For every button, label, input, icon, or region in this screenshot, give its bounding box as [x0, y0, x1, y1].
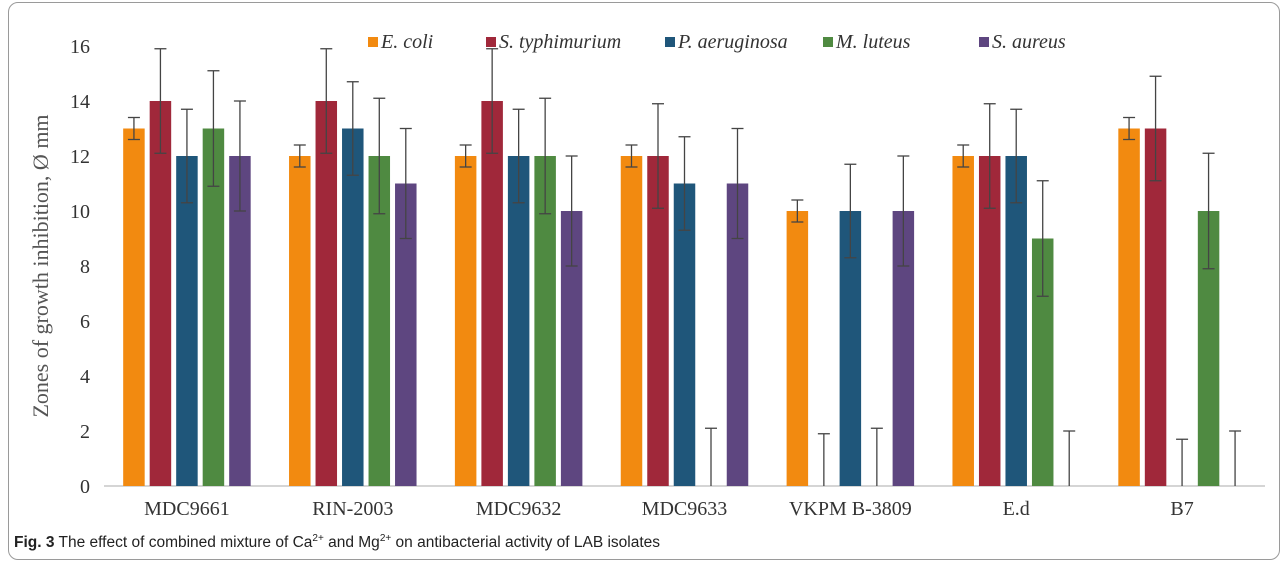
legend-label: E. coli: [380, 31, 433, 53]
bar: [123, 128, 145, 486]
bar: [481, 101, 503, 486]
bar-chart: Zones of growth inhibition, Ø mm 0 2 4 6 8 10 1…: [28, 31, 1265, 520]
bar: [176, 156, 198, 486]
x-tick-label: E.d: [1003, 498, 1030, 520]
bar: [1031, 238, 1054, 486]
caption-sup-calcium: 2+: [312, 533, 324, 544]
legend-swatch: [823, 37, 833, 47]
legend-swatch: [665, 37, 675, 47]
bar: [978, 156, 1001, 486]
x-tick-label: VKPM B-3809: [789, 498, 912, 520]
x-tick-label: MDC9661: [144, 498, 230, 520]
bar: [1005, 156, 1027, 486]
figure-frame: [8, 2, 1280, 560]
y-tick-label: 0: [80, 476, 90, 498]
bar: [507, 156, 530, 486]
bar: [786, 211, 809, 486]
y-tick-label: 2: [80, 421, 90, 443]
bar: [1118, 128, 1140, 486]
legend-label: M. luteus: [835, 31, 911, 53]
legend-swatch: [979, 37, 989, 47]
bar: [620, 156, 643, 486]
figure-caption: Fig. 3 The effect of combined mixture of…: [14, 533, 660, 552]
x-tick-label: MDC9633: [642, 498, 728, 520]
bar: [726, 183, 749, 486]
bar: [534, 156, 556, 486]
y-tick-label: 8: [80, 256, 90, 278]
bar: [647, 156, 669, 486]
y-tick-label: 6: [80, 311, 90, 333]
bar: [839, 211, 862, 486]
x-tick-label: RIN-2003: [312, 498, 393, 520]
legend-label: S. aureus: [992, 31, 1066, 53]
bar: [892, 211, 915, 486]
bar: [560, 211, 583, 486]
y-tick-label: 16: [70, 36, 90, 58]
y-tick-label: 10: [70, 201, 90, 223]
bar: [1144, 128, 1167, 486]
bar: [952, 156, 974, 486]
bar: [454, 156, 477, 486]
caption-text-after: on antibacterial activity of LAB isolate…: [391, 534, 661, 552]
caption-label: Fig. 3: [14, 534, 55, 552]
bar: [202, 128, 225, 486]
bar: [315, 101, 338, 486]
legend-swatch: [368, 37, 378, 47]
caption-text-before: The effect of combined mixture of Ca: [58, 534, 313, 552]
bar: [342, 128, 364, 486]
bar: [289, 156, 311, 486]
y-tick-label: 14: [70, 91, 90, 113]
y-tick-label: 12: [70, 146, 90, 168]
bar: [395, 183, 417, 486]
bar: [149, 101, 172, 486]
caption-text-middle: and Mg: [323, 534, 380, 552]
x-tick-label: MDC9632: [476, 498, 562, 520]
bar: [368, 156, 391, 486]
y-axis-label: Zones of growth inhibition, Ø mm: [28, 114, 53, 417]
x-tick-label: B7: [1170, 498, 1193, 520]
bar: [1197, 211, 1220, 486]
legend-swatch: [486, 37, 496, 47]
bar: [673, 183, 696, 486]
legend-label: S. typhimurium: [499, 31, 621, 53]
y-tick-label: 4: [80, 366, 90, 388]
legend-label: P. aeruginosa: [677, 31, 788, 53]
bar: [229, 156, 251, 486]
caption-sup-magnesium: 2+: [379, 533, 392, 544]
